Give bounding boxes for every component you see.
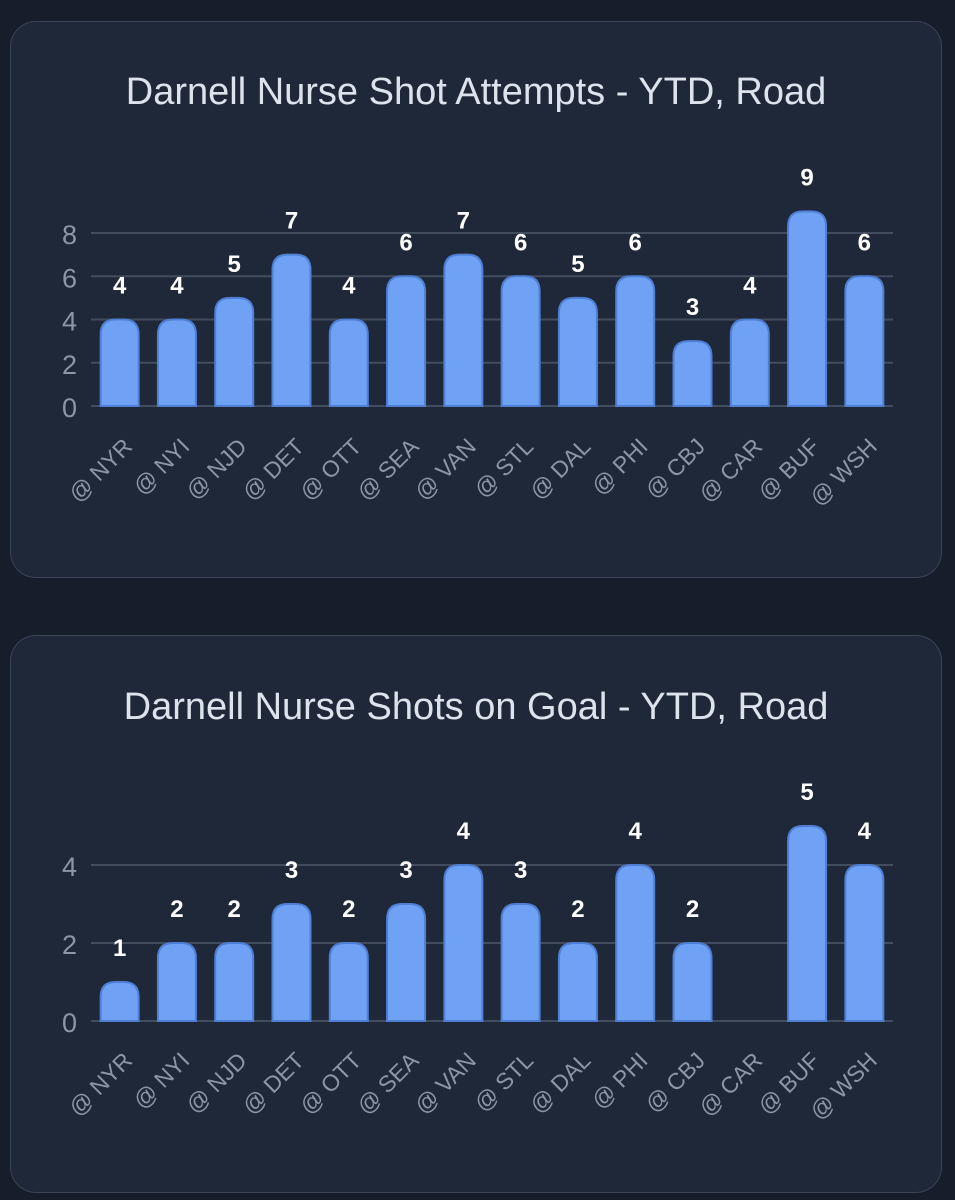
- bar-value-label: 2: [342, 896, 355, 923]
- x-tick-label: @ DAL: [524, 1047, 595, 1118]
- x-tick-label: @ VAN: [409, 433, 481, 505]
- bar-stl: [500, 903, 541, 1022]
- y-tick-label: 4: [62, 307, 77, 337]
- bar-ott: [328, 318, 369, 407]
- bar-van: [443, 864, 484, 1022]
- x-tick-label: @ DET: [237, 433, 309, 505]
- bar-dal: [557, 296, 598, 407]
- bar-value-label: 5: [228, 251, 241, 278]
- bar-value-label: 5: [571, 251, 584, 278]
- x-tick-label: @ CAR: [694, 1047, 768, 1121]
- bar-van: [443, 253, 484, 407]
- bar-cbj: [672, 340, 713, 407]
- bar-det: [271, 903, 312, 1022]
- bar-sea: [386, 903, 427, 1022]
- bar-njd: [214, 942, 255, 1022]
- bar-value-label: 2: [228, 896, 241, 923]
- chart-title: Darnell Nurse Shots on Goal - YTD, Road: [123, 686, 829, 728]
- bar-cbj: [672, 942, 713, 1022]
- bar-value-label: 3: [514, 857, 527, 884]
- bar-value-label: 7: [285, 208, 298, 235]
- bar-value-label: 6: [514, 229, 527, 256]
- bar-stl: [500, 275, 541, 407]
- bar-value-label: 4: [170, 273, 184, 300]
- bar-det: [271, 253, 312, 407]
- y-tick-label: 0: [62, 1008, 77, 1038]
- x-tick-label: @ SEA: [352, 1047, 424, 1119]
- bar-value-label: 2: [571, 896, 584, 923]
- x-tick-label: @ DET: [237, 1047, 309, 1119]
- x-tick-label: @ STL: [469, 433, 538, 502]
- bar-dal: [557, 942, 598, 1022]
- bar-value-label: 3: [399, 857, 412, 884]
- x-tick-label: @ OTT: [294, 1047, 366, 1119]
- bar-value-label: 6: [858, 229, 871, 256]
- bar-value-label: 4: [629, 818, 643, 845]
- bar-phi: [615, 275, 656, 407]
- x-tick-label: @ NYR: [63, 1047, 137, 1121]
- x-tick-label: @ PHI: [586, 1047, 653, 1114]
- bar-value-label: 4: [342, 273, 356, 300]
- bar-nyr: [99, 318, 140, 407]
- chart-card-shots-on-goal: Darnell Nurse Shots on Goal - YTD, Road …: [10, 635, 942, 1193]
- bar-ott: [328, 942, 369, 1022]
- bar-value-label: 4: [457, 818, 471, 845]
- bar-nyi: [156, 318, 197, 407]
- y-tick-label: 2: [62, 350, 77, 380]
- bar-value-label: 1: [113, 935, 126, 962]
- bar-phi: [615, 864, 656, 1022]
- bar-value-label: 5: [800, 779, 813, 806]
- bar-value-label: 7: [457, 208, 470, 235]
- bar-nyi: [156, 942, 197, 1022]
- x-tick-label: @ STL: [469, 1047, 538, 1116]
- bar-value-label: 9: [800, 164, 813, 191]
- x-tick-label: @ PHI: [586, 433, 653, 500]
- bar-value-label: 6: [399, 229, 412, 256]
- y-tick-label: 0: [62, 393, 77, 423]
- bar-buf: [787, 210, 828, 407]
- x-tick-label: @ OTT: [294, 433, 366, 505]
- chart-title: Darnell Nurse Shot Attempts - YTD, Road: [125, 71, 827, 113]
- bar-wsh: [844, 275, 885, 407]
- x-tick-label: @ DAL: [524, 433, 595, 504]
- bar-sea: [386, 275, 427, 407]
- bar-value-label: 3: [686, 294, 699, 321]
- bar-value-label: 4: [113, 273, 127, 300]
- y-tick-label: 4: [62, 852, 77, 882]
- bar-value-label: 4: [743, 273, 757, 300]
- bar-nyr: [99, 981, 140, 1022]
- x-tick-label: @ CAR: [694, 433, 768, 507]
- bar-wsh: [844, 864, 885, 1022]
- x-tick-label: @ NYR: [63, 433, 137, 507]
- chart-card-shot-attempts: Darnell Nurse Shot Attempts - YTD, Road …: [10, 21, 942, 578]
- x-tick-label: @ VAN: [409, 1047, 481, 1119]
- x-tick-label: @ NJD: [181, 1047, 252, 1118]
- y-tick-label: 2: [62, 930, 77, 960]
- x-tick-label: @ SEA: [352, 433, 424, 505]
- bar-car: [729, 318, 770, 407]
- bar-value-label: 2: [170, 896, 183, 923]
- bar-buf: [787, 825, 828, 1022]
- bar-njd: [214, 296, 255, 407]
- bar-value-label: 6: [629, 229, 642, 256]
- x-tick-label: @ NJD: [181, 433, 252, 504]
- y-tick-label: 6: [62, 263, 77, 293]
- y-tick-label: 8: [62, 220, 77, 250]
- bar-value-label: 4: [858, 818, 872, 845]
- bar-value-label: 2: [686, 896, 699, 923]
- bar-value-label: 3: [285, 857, 298, 884]
